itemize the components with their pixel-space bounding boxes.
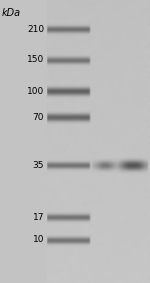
Text: 70: 70 [33,113,44,121]
Text: 210: 210 [27,25,44,33]
Text: 150: 150 [27,55,44,65]
Text: 10: 10 [33,235,44,245]
Text: 35: 35 [33,160,44,170]
Text: 17: 17 [33,213,44,222]
Text: kDa: kDa [2,8,21,18]
Text: 100: 100 [27,87,44,95]
